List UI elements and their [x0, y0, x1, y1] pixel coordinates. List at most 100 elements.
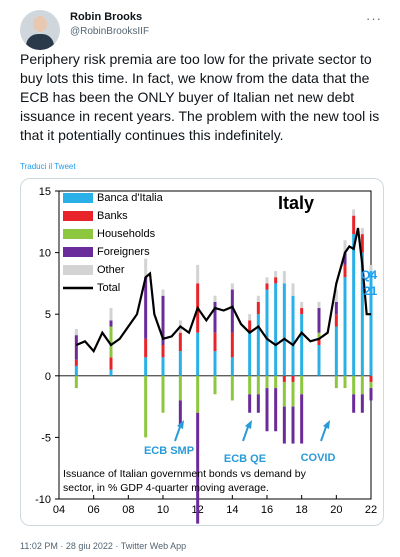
bar-other: [369, 264, 373, 272]
bar-banca: [334, 326, 338, 376]
bar-banca: [352, 234, 356, 376]
bar-banks: [291, 375, 295, 382]
bar-banks: [343, 264, 347, 278]
bar-banks: [334, 314, 338, 327]
bar-banca: [282, 283, 286, 376]
bar-banca: [343, 277, 347, 376]
bar-households: [196, 375, 200, 413]
bar-banks: [300, 308, 304, 315]
x-tick-label: 10: [157, 504, 169, 516]
bar-foreigners: [352, 394, 356, 413]
legend-swatch: [63, 211, 93, 221]
bar-other: [343, 240, 347, 253]
bar-other: [265, 277, 269, 284]
bar-households: [274, 375, 278, 389]
avatar[interactable]: [20, 10, 60, 50]
bar-banca: [291, 295, 295, 376]
bar-banca: [300, 314, 304, 376]
bar-banca: [248, 332, 252, 376]
bar-foreigners: [300, 394, 304, 444]
bar-households: [352, 375, 356, 395]
bar-other: [230, 283, 234, 290]
bar-foreigners: [317, 308, 321, 333]
series-line-total: [75, 227, 371, 354]
bar-foreigners: [161, 295, 165, 345]
y-tick-label: 0: [45, 371, 51, 383]
bar-other: [196, 264, 200, 284]
translate-link[interactable]: Traduci il Tweet: [20, 162, 76, 171]
bar-banks: [109, 357, 113, 370]
bar-households: [256, 375, 260, 395]
bar-households: [248, 375, 252, 395]
bar-banks: [265, 283, 269, 290]
annotation-arrowhead: [245, 420, 252, 429]
bar-other: [248, 314, 252, 321]
bar-other: [317, 301, 321, 309]
quarter-label: '21: [361, 284, 378, 298]
x-tick-label: 04: [53, 504, 65, 516]
bar-foreigners: [282, 406, 286, 444]
x-tick-label: 22: [365, 504, 377, 516]
bar-banks: [274, 277, 278, 284]
legend-label: Banca d'Italia: [97, 192, 164, 204]
bar-foreigners: [291, 406, 295, 444]
bar-banks: [230, 332, 234, 358]
bar-banks: [248, 320, 252, 333]
bar-households: [161, 375, 165, 413]
bar-foreigners: [248, 394, 252, 413]
chart-caption: sector, in % GDP 4-quarter moving averag…: [63, 482, 269, 494]
bar-foreigners: [274, 388, 278, 432]
bar-other: [334, 289, 338, 302]
bar-foreigners: [369, 388, 373, 401]
bar-banca: [196, 332, 200, 376]
annotation-label: ECB QE: [224, 453, 266, 465]
bar-foreigners: [109, 320, 113, 327]
bar-other: [213, 295, 217, 302]
legend-label: Foreigners: [97, 246, 150, 258]
bar-banca: [74, 365, 78, 376]
bar-banca: [265, 289, 269, 376]
legend-label: Banks: [97, 210, 128, 222]
bar-households: [334, 375, 338, 389]
author-handle[interactable]: @RobinBrooksIIF: [70, 26, 150, 37]
bar-banca: [144, 357, 148, 376]
bar-other: [360, 227, 364, 235]
legend-swatch: [63, 193, 93, 203]
bar-banca: [213, 351, 217, 376]
bar-banca: [360, 252, 364, 376]
legend-label: Households: [97, 228, 156, 240]
author-name[interactable]: Robin Brooks: [70, 11, 143, 23]
bar-households: [144, 375, 148, 438]
bar-households: [369, 381, 373, 389]
tweet-meta[interactable]: 11:02 PM · 28 giu 2022 · Twitter Web App: [20, 541, 187, 551]
bar-households: [109, 326, 113, 358]
bar-banca: [109, 369, 113, 376]
legend-label: Total: [97, 282, 120, 294]
bar-banca: [230, 357, 234, 376]
x-tick-label: 06: [88, 504, 100, 516]
bar-other: [282, 271, 286, 284]
bar-households: [317, 332, 321, 339]
annotation-arrowhead: [177, 420, 184, 429]
bar-banks: [213, 332, 217, 352]
bar-foreigners: [256, 394, 260, 413]
legend-swatch: [63, 247, 93, 257]
bar-foreigners: [334, 301, 338, 315]
bar-foreigners: [360, 394, 364, 413]
bar-banca: [256, 314, 260, 376]
bar-other: [144, 258, 148, 278]
y-tick-label: 5: [45, 309, 51, 321]
bar-foreigners: [213, 301, 217, 333]
chart-title: Italy: [278, 193, 314, 213]
bar-banks: [74, 359, 78, 366]
bar-foreigners: [343, 252, 347, 265]
x-tick-label: 18: [296, 504, 308, 516]
bar-households: [74, 375, 78, 389]
bar-foreigners: [196, 412, 200, 524]
y-tick-label: -5: [41, 432, 51, 444]
bar-banks: [161, 345, 165, 358]
bar-households: [343, 375, 347, 389]
more-horizontal-icon[interactable]: ···: [366, 11, 382, 26]
